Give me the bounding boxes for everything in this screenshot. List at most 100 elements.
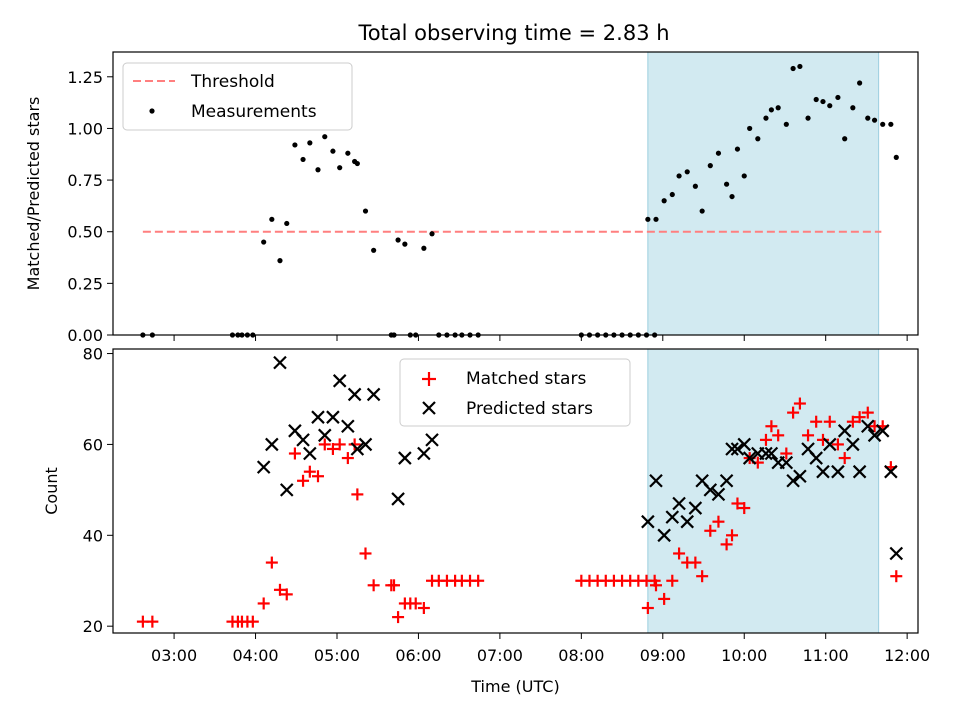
measurement-point	[893, 154, 899, 160]
predicted-star-point	[672, 496, 686, 511]
x-tick-label: 04:00	[232, 646, 278, 665]
marker-stroke	[341, 419, 355, 434]
predicted-star-point	[867, 428, 882, 443]
measurement-point	[797, 63, 803, 70]
measurement-point	[653, 216, 659, 222]
marker-stroke	[317, 428, 332, 443]
matched-star-point	[359, 547, 372, 560]
y-tick-label: 1.00	[67, 119, 103, 138]
predicted-star-point	[759, 446, 773, 461]
matched-star-point	[273, 583, 286, 596]
measurement-point	[747, 125, 753, 132]
marker-stroke	[657, 528, 671, 543]
matched-star-point	[472, 574, 485, 587]
top-x-ticks	[173, 335, 908, 341]
measurement-point	[277, 258, 283, 264]
marker-stroke	[822, 437, 837, 452]
measurement-point	[315, 167, 321, 173]
marker-stroke	[279, 483, 294, 497]
predicted-star-point	[688, 501, 703, 515]
predicted-star-point	[737, 437, 752, 452]
bottom-legend-box	[399, 358, 631, 427]
x-tick-label: 11:00	[803, 646, 849, 665]
bottom-axes-frame	[112, 348, 919, 634]
measurement-point	[261, 239, 267, 245]
measurement-point	[865, 115, 871, 121]
matched-star-point	[831, 438, 844, 451]
matched-star-point	[712, 515, 725, 528]
marker-stroke	[398, 451, 412, 465]
measurement-point	[692, 183, 698, 189]
measurement-point	[871, 117, 878, 123]
matched-star-point	[802, 429, 815, 442]
predicted-star-point	[311, 410, 325, 424]
marker-stroke	[256, 460, 271, 474]
measurement-point	[330, 148, 336, 154]
predicted-star-point	[831, 464, 845, 479]
marker-stroke	[816, 464, 830, 479]
matched-star-point	[280, 588, 293, 601]
bottom-observing-span	[647, 348, 880, 634]
x-tick-label: 03:00	[151, 646, 197, 665]
measurement-point	[345, 150, 351, 156]
measurement-point	[775, 105, 781, 111]
measurement-point	[707, 163, 713, 169]
matched-star-point	[341, 452, 354, 465]
predicted-star-point	[719, 473, 734, 488]
matched-star-point	[780, 447, 793, 460]
predicted-star-point	[809, 451, 823, 465]
measurement-point	[322, 134, 328, 140]
matched-legend-swatch	[422, 372, 436, 386]
measurement-point	[337, 165, 343, 171]
measurement-point	[734, 146, 741, 152]
predicted-star-point	[657, 528, 671, 543]
measurement-point	[402, 241, 408, 247]
matched-star-point	[348, 438, 361, 451]
measurement-point	[715, 150, 722, 156]
x-tick-label: 10:00	[721, 646, 767, 665]
predicted-star-point	[786, 473, 800, 488]
measurement-point	[395, 237, 401, 243]
marker-stroke	[672, 496, 686, 511]
x-tick-label: 08:00	[558, 646, 604, 665]
marker-stroke	[860, 419, 875, 434]
y-tick-label: 80	[83, 345, 103, 364]
y-tick-label: 1.25	[67, 68, 103, 87]
measurement-point	[755, 136, 761, 142]
matched-star-point	[731, 497, 744, 510]
matched-star-point	[666, 574, 679, 587]
marker-stroke	[665, 510, 680, 524]
matched-star-point	[689, 556, 702, 569]
top-observing-span	[647, 51, 880, 336]
x-tick-label: 05:00	[314, 646, 360, 665]
matched-star-point	[333, 438, 346, 451]
predicted-star-point	[391, 492, 405, 506]
y-tick-label: 20	[83, 617, 103, 636]
measurement-point	[805, 115, 811, 121]
marker-stroke	[417, 446, 431, 461]
figure-title: Total observing time = 2.83 h	[357, 21, 669, 45]
predicted-star-point	[358, 437, 373, 452]
marker-stroke	[350, 442, 365, 456]
predicted-star-point	[279, 483, 294, 497]
predicted-star-point	[641, 514, 655, 529]
measurements-series	[140, 63, 899, 338]
marker-stroke	[296, 433, 310, 447]
star-count-series	[136, 355, 904, 628]
y-tick-label: 0.25	[67, 274, 103, 293]
measurement-point	[888, 121, 894, 127]
marker-stroke	[641, 514, 655, 529]
measurement-point	[783, 121, 789, 127]
top-axes-frame	[112, 51, 919, 336]
predicted-star-point	[711, 487, 726, 502]
predicted-star-point	[764, 446, 779, 461]
predicted-star-point	[317, 428, 332, 443]
matched-star-point	[658, 592, 671, 605]
marker-stroke	[764, 446, 779, 461]
marker-stroke	[391, 492, 405, 506]
marker-stroke	[846, 437, 860, 452]
matched-star-point	[704, 524, 717, 537]
predicted-star-point	[837, 424, 852, 438]
matched-star-point	[641, 602, 654, 615]
